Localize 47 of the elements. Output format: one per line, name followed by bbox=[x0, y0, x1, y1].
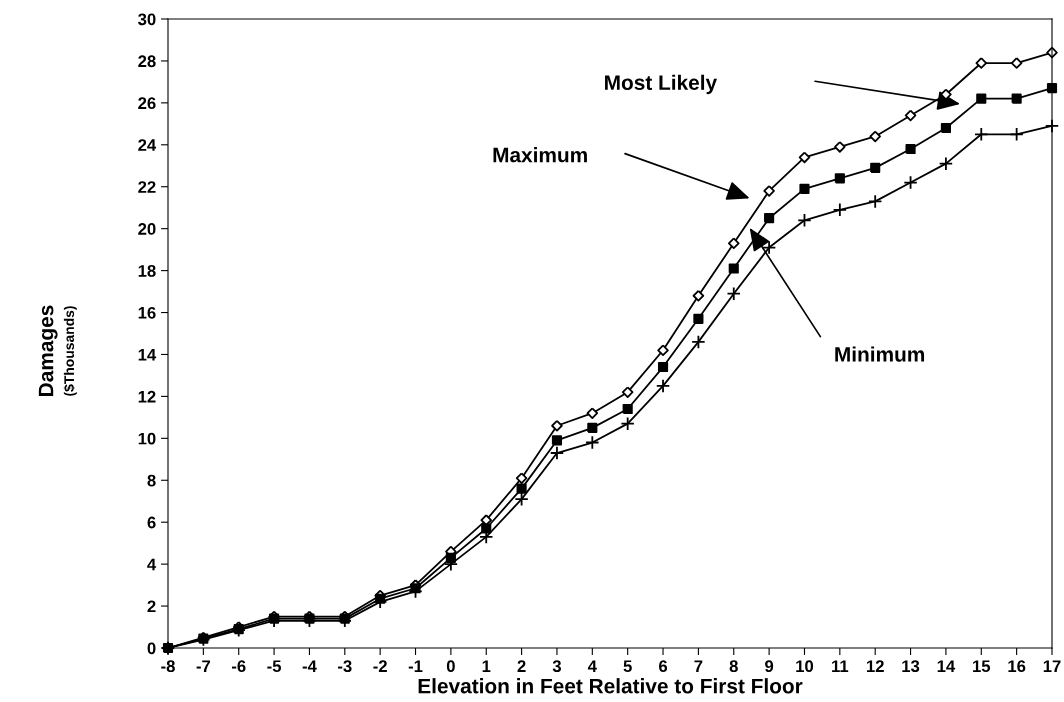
y-axis-title: Damages ($Thousands) bbox=[38, 305, 77, 396]
x-tick-label: 6 bbox=[659, 660, 668, 673]
y-tick-label: 22 bbox=[138, 181, 156, 193]
x-tick-label: 7 bbox=[694, 660, 703, 672]
x-tick-label: 1 bbox=[482, 660, 491, 672]
x-tick-label: -1 bbox=[408, 660, 423, 672]
x-tick-label: 17 bbox=[1043, 660, 1061, 672]
y-tick-label: 10 bbox=[138, 432, 156, 445]
y-tick-label: 30 bbox=[138, 13, 156, 26]
x-tick-label: -6 bbox=[231, 660, 246, 673]
x-axis-title: Elevation in Feet Relative to First Floor bbox=[418, 678, 803, 694]
y-tick-label: 6 bbox=[147, 516, 156, 529]
y-tick-label: 2 bbox=[147, 600, 156, 613]
annotation: Minimum bbox=[835, 346, 925, 362]
x-tick-label: 10 bbox=[796, 660, 814, 673]
x-tick-label: 11 bbox=[832, 660, 849, 672]
y-tick-label: 14 bbox=[138, 349, 157, 361]
annotation: Maximum bbox=[493, 147, 587, 163]
y-tick-label: 18 bbox=[138, 265, 156, 277]
x-tick-label: -4 bbox=[302, 660, 317, 672]
x-tick-label: 13 bbox=[902, 660, 920, 673]
x-tick-label: 14 bbox=[937, 660, 956, 672]
x-tick-label: 4 bbox=[587, 660, 597, 672]
y-tick-label: 0 bbox=[147, 642, 156, 655]
y-tick-label: 24 bbox=[138, 139, 157, 151]
x-tick-label: 3 bbox=[552, 660, 561, 673]
annotation: Most Likely bbox=[605, 74, 718, 95]
x-tick-label: 0 bbox=[446, 660, 455, 673]
x-tick-label: -3 bbox=[338, 660, 352, 673]
x-tick-label: 8 bbox=[729, 660, 738, 673]
x-tick-label: 15 bbox=[973, 660, 991, 673]
x-tick-label: -8 bbox=[161, 660, 175, 673]
x-tick-label: -7 bbox=[196, 660, 211, 672]
y-tick-label: 26 bbox=[138, 97, 156, 110]
y-tick-label: 20 bbox=[138, 223, 156, 235]
y-tick-label: 28 bbox=[138, 55, 156, 68]
x-tick-label: 16 bbox=[1008, 660, 1026, 673]
x-tick-label: 2 bbox=[517, 660, 526, 672]
y-tick-label: 12 bbox=[138, 390, 156, 403]
x-tick-label: 12 bbox=[866, 660, 884, 672]
x-tick-label: -2 bbox=[373, 660, 387, 672]
x-tick-label: -5 bbox=[267, 660, 282, 673]
y-tick-label: 8 bbox=[147, 474, 156, 487]
y-tick-label: 16 bbox=[138, 306, 156, 319]
y-tick-label: 4 bbox=[147, 558, 157, 571]
x-tick-label: 9 bbox=[765, 660, 774, 673]
x-tick-label: 5 bbox=[623, 660, 632, 673]
